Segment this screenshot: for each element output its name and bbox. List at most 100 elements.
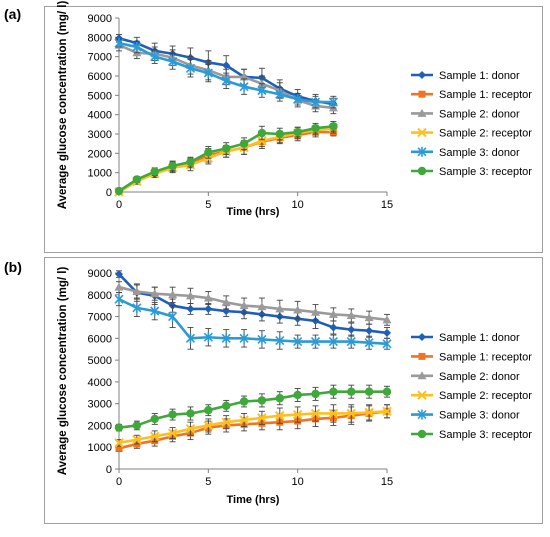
legend-label: Sample 2: receptor — [439, 128, 532, 140]
x-tick-label: 0 — [116, 476, 122, 488]
data-point — [203, 332, 213, 343]
legend-marker — [418, 71, 426, 79]
data-point — [382, 387, 392, 396]
y-tick-label: 7000 — [88, 52, 112, 64]
legend-marker — [417, 390, 427, 400]
legend-label: Sample 1: donor — [439, 332, 520, 344]
legend-marker — [417, 166, 427, 176]
y-axis-label: Average glucose concentration (mg/ l) — [57, 267, 69, 476]
x-tick-label: 5 — [205, 476, 211, 488]
data-point — [204, 148, 213, 157]
y-tick-label: 8000 — [88, 290, 112, 302]
data-point — [222, 401, 231, 411]
series-line — [118, 297, 388, 346]
x-tick-label: 10 — [292, 199, 304, 211]
data-point — [257, 128, 267, 138]
data-point — [257, 85, 267, 96]
data-point — [239, 301, 249, 310]
data-point-stroke — [185, 424, 196, 434]
data-point — [383, 328, 391, 337]
data-point — [114, 38, 124, 49]
data-point — [328, 408, 339, 419]
data-point — [346, 408, 356, 419]
data-point — [257, 79, 267, 88]
legend-item: Sample 1: donor — [411, 70, 520, 82]
data-point — [346, 336, 356, 347]
y-tick-label: 6000 — [88, 71, 112, 83]
series-line — [118, 273, 388, 335]
x-axis-label: Time (hrs) — [227, 494, 280, 506]
data-point — [204, 304, 213, 313]
y-axis-label: Average glucose concentration (mg/ l) — [57, 1, 69, 210]
data-point — [221, 417, 231, 427]
legend-item: Sample 2: receptor — [411, 390, 532, 402]
data-point-stroke — [382, 406, 392, 416]
legend-label: Sample 2: receptor — [439, 390, 532, 402]
data-point — [382, 315, 392, 324]
data-point — [186, 304, 195, 313]
y-tick-label: 6000 — [88, 333, 112, 345]
data-point — [275, 410, 285, 421]
data-point — [347, 325, 356, 334]
data-point — [203, 68, 213, 79]
x-axis-label: Time (hrs) — [227, 206, 280, 218]
data-point — [114, 294, 124, 305]
data-point — [382, 406, 392, 416]
legend-label: Sample 1: receptor — [439, 89, 532, 101]
data-point — [239, 81, 249, 92]
data-point — [346, 310, 356, 319]
data-point — [204, 406, 213, 415]
legend-marker-stroke — [417, 390, 427, 400]
data-point — [365, 326, 374, 335]
y-tick-label: 4000 — [88, 377, 112, 389]
series-line — [118, 409, 388, 450]
data-point — [114, 423, 124, 432]
series-6 — [114, 384, 392, 432]
legend: Sample 1: donor Sample 1: receptor Sample … — [411, 332, 532, 441]
legend-label: Sample 2: donor — [439, 108, 520, 120]
data-point — [203, 420, 214, 431]
legend-marker — [417, 146, 427, 157]
data-point — [275, 304, 285, 313]
data-point — [364, 407, 374, 418]
series-5 — [114, 38, 338, 109]
series-4 — [114, 404, 392, 448]
series-line — [118, 390, 387, 429]
data-point-stroke — [114, 438, 124, 448]
data-point — [328, 309, 338, 318]
data-point-stroke — [328, 408, 339, 419]
data-point-stroke — [239, 415, 249, 425]
data-point — [132, 287, 142, 296]
data-point — [150, 167, 159, 176]
legend-item: Sample 1: receptor — [411, 89, 532, 101]
legend-item: Sample 3: receptor — [411, 166, 532, 178]
y-tick-label: 9000 — [88, 13, 112, 25]
data-point-stroke — [221, 417, 231, 427]
data-point — [132, 302, 142, 313]
data-point — [311, 124, 320, 133]
data-point — [167, 428, 178, 438]
data-point — [239, 333, 249, 344]
legend-label: Sample 2: donor — [439, 371, 520, 383]
x-tick-label: 5 — [205, 199, 211, 211]
panel-label: (a) — [4, 6, 21, 22]
data-point — [257, 136, 267, 146]
data-point — [239, 415, 249, 425]
data-point — [311, 316, 320, 325]
data-point — [311, 389, 320, 399]
data-point — [275, 89, 285, 100]
data-point — [257, 334, 267, 345]
data-point — [310, 408, 321, 419]
data-point — [168, 410, 177, 419]
data-point — [257, 413, 267, 423]
data-point-stroke — [203, 420, 214, 431]
legend-item: Sample 3: donor — [411, 409, 520, 422]
y-tick-label: 5000 — [88, 355, 112, 367]
y-tick-label: 2000 — [88, 148, 112, 160]
legend-item: Sample 2: receptor — [411, 128, 532, 140]
data-point — [132, 42, 142, 52]
data-point-stroke — [167, 428, 178, 438]
data-point — [185, 63, 196, 74]
y-tick-label: 1000 — [88, 168, 112, 180]
